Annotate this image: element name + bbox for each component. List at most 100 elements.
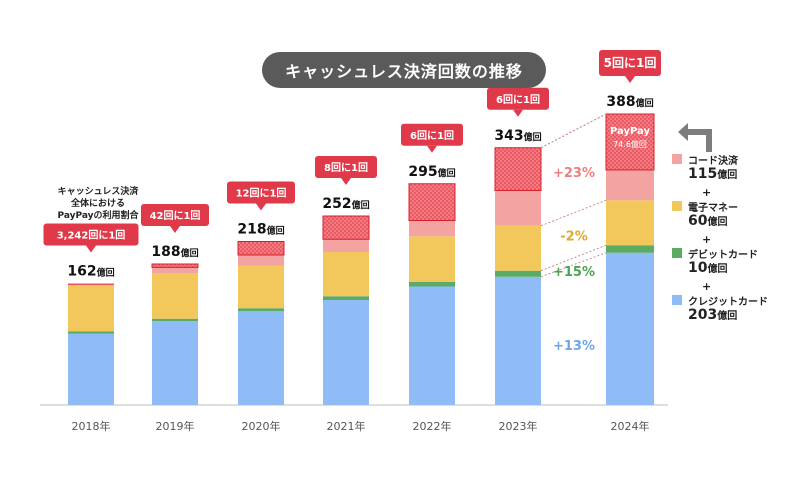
- svg-text:6回に1回: 6回に1回: [496, 94, 540, 106]
- legend-item-credit: クレジットカード: [672, 293, 800, 308]
- share-callout-5: 6回に1回: [401, 123, 463, 153]
- legend-value-emoney-unit: 億回: [707, 217, 728, 228]
- bar-paypay-1: [68, 283, 114, 285]
- total-label-5: 295億回: [408, 164, 455, 180]
- bar-credit-3: [238, 311, 284, 405]
- paypay-label-value: 74.6億回: [613, 139, 647, 149]
- total-label-1: 162億回: [67, 264, 114, 280]
- total-label-2: 188億回: [151, 244, 198, 260]
- legend-item-code: コード決済: [672, 152, 800, 167]
- bar-debit-3: [238, 308, 284, 312]
- legend-value-credit-number: 203: [688, 307, 718, 323]
- legend-swatch-credit: [672, 295, 682, 305]
- connector-line-top: [540, 113, 607, 149]
- bar-paypay-2: [151, 263, 199, 268]
- legend-label-code: コード決済: [688, 156, 738, 167]
- legend-value-emoney: 60億回: [672, 213, 800, 233]
- legend-plus-2: +: [702, 233, 712, 246]
- bar-paypay-4: [322, 215, 370, 240]
- bar-emoney-7: [606, 200, 654, 246]
- return-arrow-icon: [678, 123, 712, 152]
- legend-value-code-number: 115: [688, 166, 718, 182]
- legend-value-credit-unit: 億回: [717, 311, 738, 322]
- growth-label-1: +23%: [553, 166, 595, 181]
- bar-credit-2: [152, 321, 198, 405]
- bar-credit-5: [409, 286, 455, 405]
- bar-debit-5: [409, 282, 455, 287]
- growth-label-4: +13%: [553, 339, 595, 354]
- legend-label-debit: デビットカード: [688, 250, 758, 261]
- bar-paypay-5: [408, 183, 456, 221]
- bar-emoney-1: [68, 285, 114, 332]
- legend-item-emoney: 電子マネー: [672, 199, 800, 214]
- svg-text:3,242回に1回: 3,242回に1回: [57, 230, 126, 242]
- x-tick-label-1: 2018年: [72, 419, 111, 433]
- bar-credit-6: [495, 276, 541, 405]
- legend-value-debit: 10億回: [672, 260, 800, 280]
- legend-swatch-debit: [672, 248, 682, 258]
- paypay-share-label: キャッシュレス決済 全体における PayPayの利用割合: [38, 186, 158, 222]
- legend-value-debit-number: 10: [688, 260, 708, 276]
- bar-credit-4: [323, 300, 369, 405]
- total-label-6: 343億回: [494, 128, 541, 144]
- x-tick-label-3: 2020年: [242, 419, 281, 433]
- legend-swatch-code: [672, 154, 682, 164]
- legend-label-credit: クレジットカード: [688, 297, 768, 308]
- bar-paypay-7: [605, 113, 655, 171]
- x-tick-label-2: 2019年: [156, 419, 195, 433]
- share-callout-4: 8回に1回: [315, 156, 377, 185]
- bar-emoney-6: [495, 225, 541, 271]
- legend-plus-1: +: [702, 186, 712, 199]
- share-callout-3: 12回に1回: [227, 181, 295, 211]
- bar-emoney-3: [238, 265, 284, 309]
- bar-emoney-4: [323, 252, 369, 297]
- paypay-share-label-line-1: キャッシュレス決済: [57, 187, 139, 197]
- legend: コード決済 115億回 + 電子マネー 60億回 + デビットカード 10億回 …: [672, 152, 800, 327]
- bar-emoney-5: [409, 236, 455, 282]
- share-callout-7: 5回に1回: [599, 50, 661, 83]
- x-tick-label-6: 2023年: [499, 419, 538, 433]
- chart-title: キャッシュレス決済回数の推移: [262, 52, 546, 88]
- connector-line-3: [540, 199, 607, 227]
- total-label-3: 218億回: [237, 222, 284, 238]
- x-tick-label-5: 2022年: [413, 419, 452, 433]
- svg-text:6回に1回: 6回に1回: [410, 130, 454, 142]
- bar-debit-1: [68, 331, 114, 334]
- total-label-7: 388億回: [606, 94, 653, 110]
- legend-value-code-unit: 億回: [717, 170, 738, 181]
- total-label-4: 252億回: [322, 196, 369, 212]
- bar-credit-1: [68, 333, 114, 405]
- bar-debit-7: [606, 245, 654, 253]
- svg-text:12回に1回: 12回に1回: [236, 188, 287, 200]
- svg-text:8回に1回: 8回に1回: [324, 162, 368, 174]
- x-tick-label-4: 2021年: [327, 419, 366, 433]
- paypay-share-label-line-3: PayPayの利用割合: [57, 211, 139, 221]
- share-callout-1: 3,242回に1回: [43, 223, 139, 253]
- connector-line-1: [540, 252, 607, 278]
- share-callout-2: 42回に1回: [141, 204, 209, 233]
- bar-debit-6: [495, 270, 541, 277]
- bar-code-2: [152, 264, 198, 273]
- x-tick-label-7: 2024年: [611, 419, 650, 433]
- legend-value-code: 115億回: [672, 166, 800, 186]
- share-callout-6: 6回に1回: [487, 87, 549, 117]
- paypay-label-name: PayPay: [610, 126, 651, 137]
- paypay-share-label-line-2: 全体における: [70, 199, 125, 209]
- growth-label-3: +15%: [553, 265, 595, 280]
- legend-value-credit: 203億回: [672, 307, 800, 327]
- bar-paypay-6: [494, 147, 542, 191]
- legend-swatch-emoney: [672, 201, 682, 211]
- bar-debit-2: [152, 318, 198, 321]
- bar-credit-7: [606, 252, 654, 405]
- bar-debit-4: [323, 296, 369, 300]
- legend-value-emoney-number: 60: [688, 213, 708, 229]
- legend-value-debit-unit: 億回: [707, 264, 728, 275]
- svg-text:42回に1回: 42回に1回: [150, 210, 201, 222]
- bar-emoney-2: [152, 273, 198, 319]
- legend-label-emoney: 電子マネー: [688, 203, 738, 214]
- svg-text:5回に1回: 5回に1回: [604, 56, 657, 70]
- bar-paypay-3: [237, 241, 285, 256]
- legend-item-debit: デビットカード: [672, 246, 800, 261]
- legend-plus-3: +: [702, 280, 712, 293]
